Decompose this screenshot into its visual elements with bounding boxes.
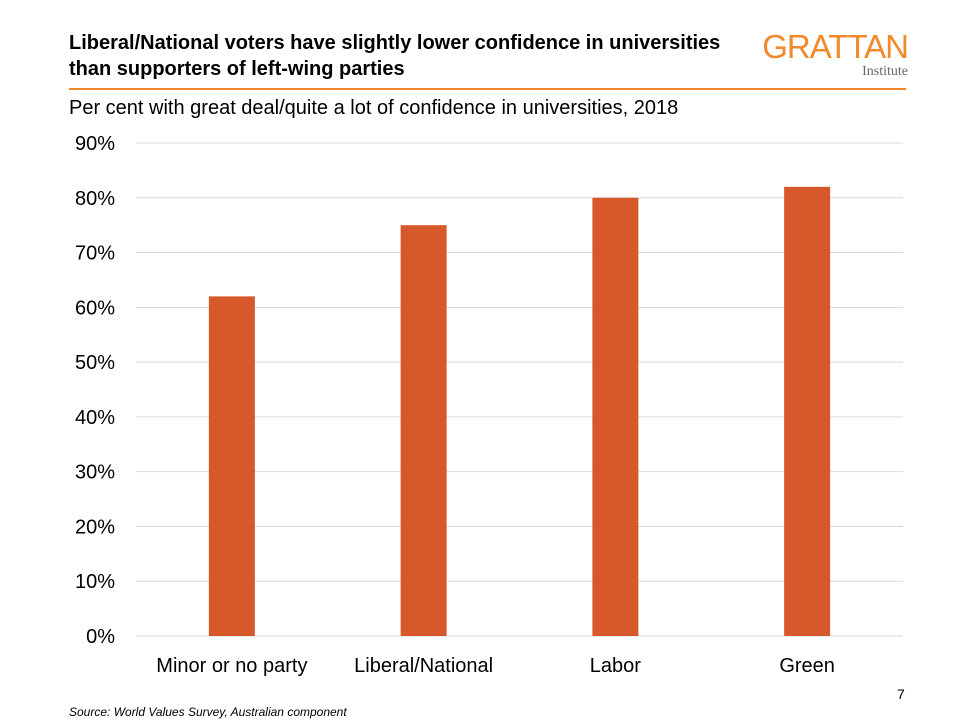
y-tick-label: 30% xyxy=(75,462,115,484)
y-tick-label: 80% xyxy=(75,188,115,210)
x-tick-label: Minor or no party xyxy=(156,655,307,677)
chart-title: Liberal/National voters have slightly lo… xyxy=(69,32,721,80)
x-tick-label: Labor xyxy=(590,655,641,677)
y-tick-label: 10% xyxy=(75,571,115,593)
bar-liberal-national xyxy=(400,225,447,636)
y-tick-label: 20% xyxy=(75,516,115,538)
bar-minor-or-no-party xyxy=(208,296,255,636)
bar-green xyxy=(784,186,831,637)
page-number: 7 xyxy=(897,686,905,702)
source-note: Source: World Values Survey, Australian … xyxy=(69,705,347,719)
bar-labor xyxy=(592,197,639,636)
y-tick-label: 0% xyxy=(86,626,115,648)
logo-wordmark: GRATTAN xyxy=(762,28,909,65)
chart-subtitle: Per cent with great deal/quite a lot of … xyxy=(69,97,679,119)
x-tick-label: Liberal/National xyxy=(354,655,493,677)
grattan-logo: GRATTAN Institute xyxy=(736,28,909,80)
y-tick-label: 90% xyxy=(75,133,115,155)
y-tick-label: 50% xyxy=(75,352,115,374)
y-tick-label: 40% xyxy=(75,407,115,429)
header-rule xyxy=(69,88,906,90)
y-tick-label: 60% xyxy=(75,297,115,319)
logo-subtext: Institute xyxy=(862,64,908,79)
x-tick-label: Green xyxy=(779,655,835,677)
y-tick-label: 70% xyxy=(75,243,115,265)
